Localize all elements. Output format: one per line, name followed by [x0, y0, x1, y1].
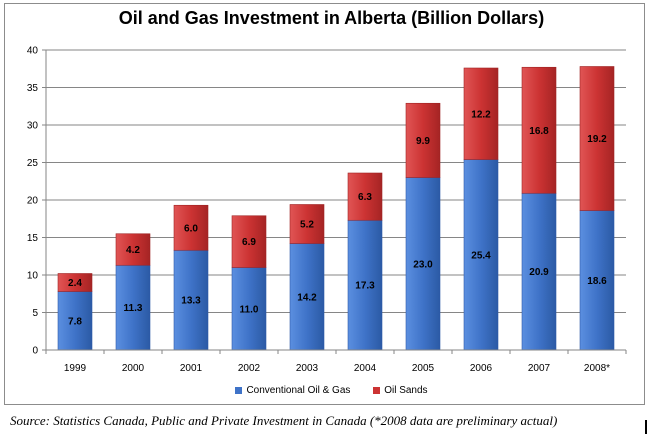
data-label: 5.2 [300, 220, 314, 231]
data-label: 6.0 [184, 223, 198, 234]
y-tick-label: 15 [27, 233, 39, 244]
bar-conventional-2008* [579, 210, 615, 351]
data-label: 4.2 [126, 245, 140, 256]
text-cursor [645, 420, 647, 434]
legend-item-conventional: Conventional Oil & Gas [235, 385, 350, 396]
data-label: 16.8 [529, 126, 549, 137]
legend-label-conventional: Conventional Oil & Gas [246, 385, 351, 396]
x-tick-label: 2003 [296, 363, 319, 374]
data-label: 11.0 [240, 304, 259, 315]
data-label: 23.0 [413, 259, 433, 270]
data-label: 11.3 [124, 303, 143, 314]
plot-area: 0 5 10 15 20 25 30 35 40 7.8 2.4 11.3 4.2 13.3 6.0 11.… [27, 46, 627, 374]
bar-oil-sands-2008* [579, 66, 615, 211]
x-tick-label: 1999 [64, 363, 87, 374]
y-tick-label: 10 [27, 271, 39, 282]
y-tick-label: 35 [27, 83, 39, 94]
bar-oil-sands-2005 [405, 102, 441, 178]
y-axis-ticks: 0 5 10 15 20 25 30 35 40 [27, 46, 46, 357]
data-label: 17.3 [355, 281, 375, 292]
data-label: 6.3 [358, 192, 372, 203]
x-tick-label: 2002 [238, 363, 261, 374]
x-tick-label: 2001 [180, 363, 203, 374]
data-label: 2.4 [68, 278, 82, 289]
bar-conventional-2006 [463, 159, 499, 351]
y-tick-label: 5 [32, 308, 38, 319]
data-label: 6.9 [242, 237, 256, 248]
source-note: Source: Statistics Canada, Public and Pr… [10, 413, 558, 428]
data-label: 25.4 [471, 250, 491, 261]
bar-oil-sands-2007 [521, 66, 557, 194]
bar-conventional-2005 [405, 177, 441, 351]
legend-item-oil-sands: Oil Sands [373, 385, 428, 396]
data-label: 20.9 [529, 267, 549, 278]
bar-oil-sands-2004 [347, 172, 383, 221]
y-tick-label: 40 [27, 46, 39, 57]
chart-title: Oil and Gas Investment in Alberta (Billi… [118, 8, 545, 28]
y-tick-label: 0 [32, 346, 38, 357]
bars [57, 66, 615, 351]
x-tick-label: 2005 [412, 363, 435, 374]
data-label: 14.2 [297, 292, 317, 303]
legend-label-oil-sands: Oil Sands [384, 385, 428, 396]
data-labels: 7.8 2.4 11.3 4.2 13.3 6.0 11.0 6.9 14.2 5.2 17.3 6.… [68, 109, 607, 327]
bar-oil-sands-2002 [231, 215, 267, 268]
x-tick-label: 2006 [470, 363, 493, 374]
bar-oil-sands-2000 [115, 233, 151, 266]
legend: Conventional Oil & Gas Oil Sands [0, 385, 663, 396]
data-label: 9.9 [416, 136, 430, 147]
bar-conventional-2001 [173, 249, 209, 351]
y-tick-label: 20 [27, 196, 39, 207]
data-label: 19.2 [587, 134, 607, 145]
x-tick-label: 2008* [584, 363, 610, 374]
data-label: 7.8 [68, 316, 82, 327]
bar-oil-sands-2001 [173, 204, 209, 251]
y-tick-label: 30 [27, 121, 39, 132]
bar-conventional-2000 [115, 264, 151, 351]
data-label: 18.6 [587, 276, 607, 287]
legend-swatch-oil-sands [373, 386, 381, 394]
x-tick-label: 2000 [122, 363, 145, 374]
data-label: 13.3 [181, 296, 201, 307]
x-tick-label: 2007 [528, 363, 551, 374]
data-label: 12.2 [471, 109, 491, 120]
legend-swatch-conventional [235, 386, 243, 394]
x-axis-ticks: 1999 2000 2001 2002 2003 2004 2005 2006 2007 2008… [45, 350, 627, 374]
bar-oil-sands-2003 [289, 204, 325, 244]
y-tick-label: 25 [27, 158, 39, 169]
bar-oil-sands-2006 [463, 67, 499, 160]
bar-conventional-2004 [347, 219, 383, 351]
bar-oil-sands-1999 [57, 273, 93, 292]
bar-conventional-2002 [231, 267, 267, 351]
bar-conventional-1999 [57, 291, 93, 351]
x-tick-label: 2004 [354, 363, 377, 374]
